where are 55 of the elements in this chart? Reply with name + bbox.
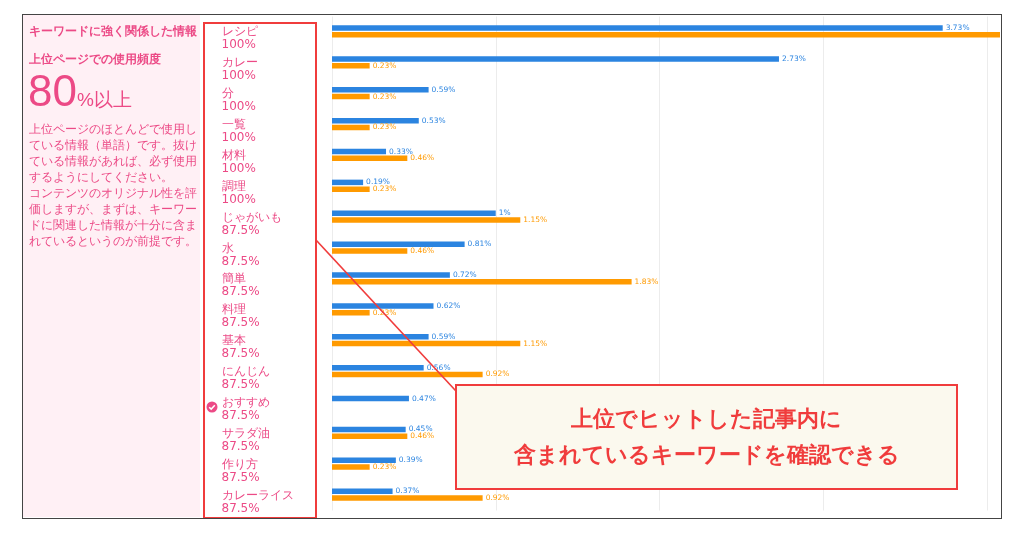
y-tick-label: 基本 87.5% bbox=[221, 333, 260, 361]
bar bbox=[332, 124, 370, 131]
bar bbox=[332, 395, 409, 402]
bar bbox=[332, 457, 396, 463]
callout-box: 上位でヒットした記事内に 含まれているキーワードを確認できる bbox=[455, 384, 958, 490]
bar bbox=[332, 495, 483, 501]
bar bbox=[332, 155, 408, 162]
bar bbox=[332, 433, 408, 439]
bar bbox=[332, 371, 483, 378]
bar bbox=[332, 25, 943, 31]
bar bbox=[332, 32, 1000, 38]
bar bbox=[332, 87, 429, 93]
y-tick-label: にんじん 87.5% bbox=[221, 364, 270, 392]
y-tick-label: サラダ油 87.5% bbox=[221, 425, 270, 453]
y-tick-label: カレー 100% bbox=[221, 55, 258, 83]
bar bbox=[332, 279, 632, 285]
bar bbox=[332, 310, 370, 316]
y-tick-label: カレーライス 87.5% bbox=[221, 487, 294, 515]
bar bbox=[332, 117, 419, 124]
bar bbox=[332, 63, 370, 69]
text: 80%以上 bbox=[28, 66, 132, 115]
text: 上位ページのほとんどで使用している情報（単語）です。抜けている情報があれば、必ず使用するようにしてください。 bbox=[29, 121, 197, 185]
bar bbox=[332, 217, 521, 223]
y-tick-label: 一覧 100% bbox=[221, 117, 256, 145]
bar bbox=[332, 148, 387, 155]
bar bbox=[332, 210, 496, 216]
bar bbox=[332, 56, 779, 62]
bar bbox=[332, 364, 424, 371]
bar bbox=[332, 248, 408, 254]
bar bbox=[332, 340, 521, 347]
y-tick-label: 分 100% bbox=[221, 86, 256, 114]
y-tick-label: 調理 100% bbox=[221, 178, 256, 206]
y-tick-label: 料理 87.5% bbox=[221, 302, 260, 330]
annotation: 上位でヒットした記事内に bbox=[571, 405, 842, 433]
text: コンテンツのオリジナル性を評価しますが、まずは、キーワードに関連した情報が十分に含まれているというのが前提です。 bbox=[29, 185, 197, 249]
y-tick-label: 簡単 87.5% bbox=[221, 271, 260, 299]
text: キーワードに強く関係した情報 bbox=[29, 23, 197, 40]
annotation: 含まれているキーワードを確認できる bbox=[513, 441, 900, 469]
y-tick-label: 水 87.5% bbox=[221, 240, 260, 268]
bar bbox=[332, 464, 370, 470]
bar bbox=[332, 334, 429, 340]
bar bbox=[332, 186, 370, 192]
y-tick-label: おすすめ 87.5% bbox=[221, 394, 270, 422]
text: 上位ページでの使用頻度 bbox=[29, 51, 161, 68]
bar bbox=[332, 241, 465, 247]
bar bbox=[332, 303, 434, 309]
bar bbox=[332, 488, 393, 494]
y-tick-label: 作り方 87.5% bbox=[220, 456, 260, 484]
bar bbox=[332, 426, 406, 433]
bar bbox=[332, 93, 370, 100]
y-tick-label: 材料 100% bbox=[220, 147, 256, 175]
y-tick-label: レシピ 100% bbox=[221, 24, 258, 52]
bar bbox=[332, 179, 364, 186]
y-tick-label: じゃがいも 87.5% bbox=[221, 209, 282, 237]
bar bbox=[332, 272, 450, 278]
